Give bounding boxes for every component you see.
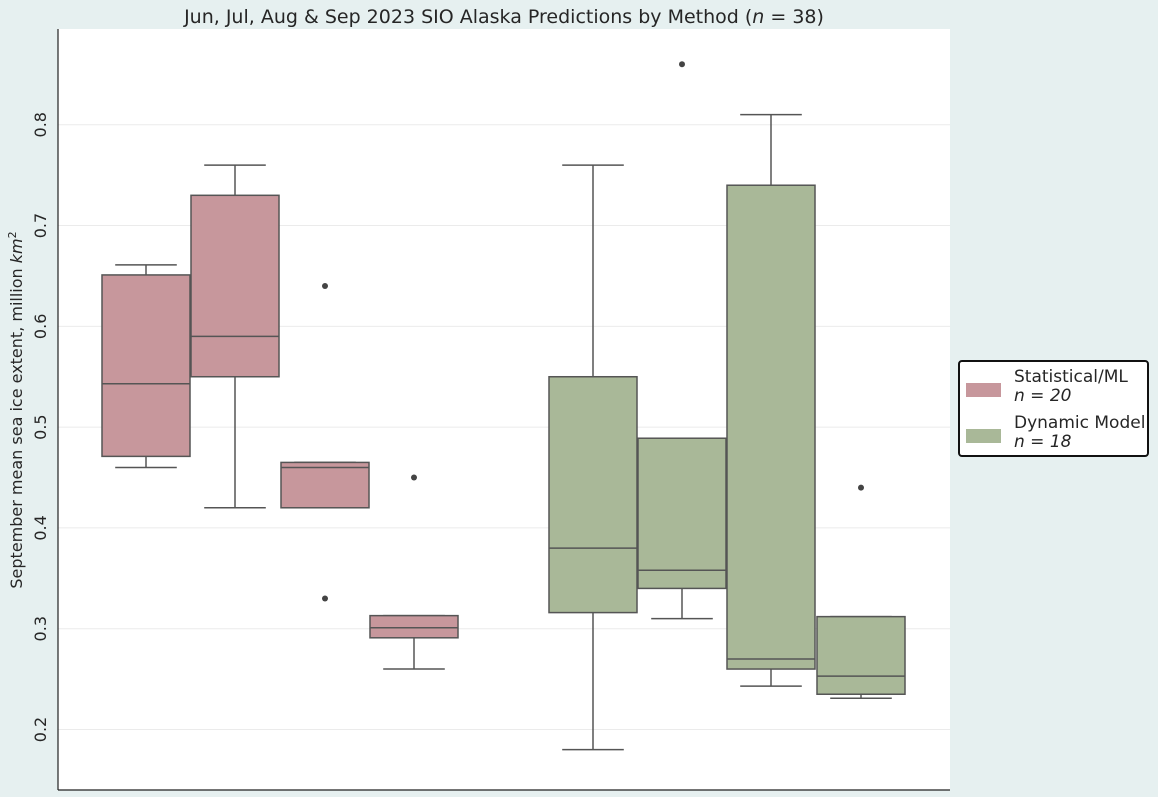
box-iqr	[369, 614, 459, 639]
box-iqr	[637, 437, 727, 590]
box-dynamic-1	[548, 164, 638, 751]
chart-title-count: = 38)	[764, 6, 824, 28]
legend-text-dynamic: Dynamic Model n = 18	[1014, 414, 1154, 452]
legend-label-statistical: Statistical/ML	[1014, 367, 1128, 387]
box-statistical-1	[101, 264, 191, 469]
legend: Statistical/ML n = 20 Dynamic Model n = …	[958, 360, 1149, 457]
y-axis-label-exp: 2	[6, 231, 19, 238]
legend-n-statistical: n = 20	[1014, 386, 1072, 406]
legend-text-statistical: Statistical/ML n = 20	[1014, 368, 1154, 406]
box-dynamic-4	[816, 484, 906, 700]
boxes	[101, 61, 906, 751]
outlier-point-1	[411, 474, 417, 481]
y-tick-labels: 0.2 0.3 0.4 0.5 0.6 0.7 0.8	[31, 112, 50, 742]
chart-title: Jun, Jul, Aug & Sep 2023 SIO Alaska Pred…	[183, 6, 824, 28]
y-tick-label-5: 0.7	[31, 213, 50, 238]
box-statistical-2	[190, 164, 280, 509]
legend-n-dynamic: n = 18	[1014, 432, 1072, 452]
box-iqr	[726, 184, 816, 670]
box-statistical-4	[369, 474, 459, 670]
box-iqr	[816, 615, 906, 695]
y-tick-label-2: 0.4	[31, 515, 50, 540]
legend-swatch-dynamic	[966, 429, 1001, 443]
box-dynamic-3	[726, 113, 816, 687]
box-iqr	[190, 194, 280, 378]
chart-title-pre: Jun, Jul, Aug & Sep 2023 SIO Alaska Pred…	[183, 6, 752, 28]
outlier-point-1	[679, 61, 685, 68]
y-tick-label-1: 0.3	[31, 616, 50, 641]
outlier-point-2	[322, 595, 328, 602]
y-tick-label-3: 0.5	[31, 414, 50, 439]
y-tick-label-4: 0.6	[31, 314, 50, 339]
plot-area	[58, 29, 950, 790]
y-tick-label-6: 0.8	[31, 112, 50, 137]
y-axis-label: September mean sea ice extent, million k…	[6, 231, 26, 588]
outlier-point-1	[322, 283, 328, 290]
box-iqr	[548, 375, 638, 614]
box-iqr	[101, 274, 191, 458]
chart-title-n: n	[752, 6, 764, 28]
box-iqr	[280, 461, 370, 509]
box-statistical-3	[280, 283, 370, 602]
y-axis-label-unit: km	[7, 238, 26, 263]
y-tick-label-0: 0.2	[31, 717, 50, 742]
y-axis-label-text: September mean sea ice extent, million	[7, 263, 26, 588]
box-dynamic-2	[637, 61, 727, 620]
legend-label-dynamic: Dynamic Model	[1014, 413, 1146, 433]
outlier-point-1	[858, 484, 864, 491]
legend-swatch-statistical	[966, 383, 1001, 397]
